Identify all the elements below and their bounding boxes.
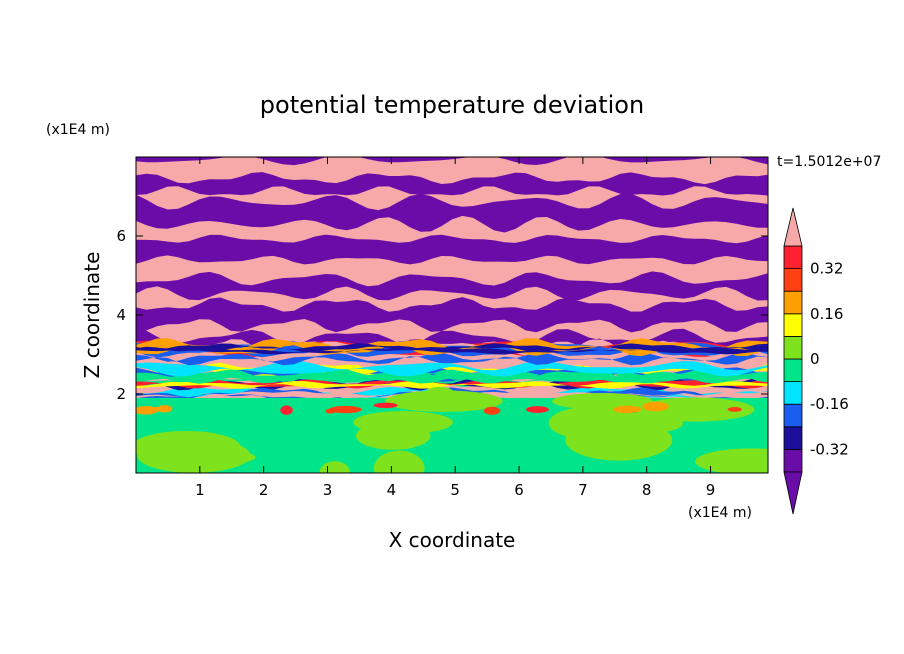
y-axis-label: Z coordinate [80,252,104,379]
colorbar-label: -0.32 [810,440,849,458]
mixed-layer-14 [136,371,768,384]
light-green-patch-15 [552,393,653,410]
colorbar-segment [783,358,803,383]
x-tick-label: 2 [259,481,269,499]
y-axis-ticks: 2 4 6 [116,227,768,403]
warm-spot-3 [373,402,398,409]
x-tick-label: 8 [642,481,652,499]
mixed-layer-10 [136,380,768,389]
light-green-patch-1 [373,450,425,473]
light-green-patch-11 [548,406,636,440]
warm-spot-9 [328,405,362,414]
colorbar-label: -0.16 [810,395,849,413]
light-green-patch-10 [355,421,431,450]
x-tick-label: 7 [578,481,588,499]
x-axis-label: X coordinate [389,528,516,552]
purple-layer-3 [136,234,768,265]
colorbar-label: 0.32 [810,260,843,278]
x-tick-label: 4 [387,481,397,499]
colorbar-segment [783,381,803,405]
colorbar-min-arrow [783,471,803,515]
heatmap-field [136,157,768,473]
x-axis-ticks: 1 2 3 4 5 6 7 8 9 [195,157,715,499]
warm-spot-10 [613,405,642,414]
light-green-patch-14 [136,430,241,464]
colorbar-segment [783,403,803,428]
purple-layer-5 [136,172,768,196]
light-green-patch-13 [384,390,503,412]
warm-spot-11 [156,404,173,413]
x-tick-label: 5 [450,481,460,499]
mixed-layer-17 [136,360,768,377]
warm-spot-7 [727,407,742,412]
light-green-patch-2 [695,448,768,473]
colorbar-segment [783,245,803,270]
colorbar-segment [783,448,803,473]
colorbar-max-arrow [783,207,803,247]
purple-layer-1 [136,297,768,333]
y-tick-label: 2 [116,385,126,403]
warm-spot-1 [526,406,549,413]
x-unit-label: (x1E4 m) [688,505,752,521]
colorbar-segment [783,268,803,292]
purple-layer-0 [136,328,768,355]
warm-spot-8 [136,406,159,415]
warm-spot-0 [280,405,293,415]
colorbar-label: 0 [810,350,820,368]
colorbar: 0.32 0.16 0 -0.16 -0.32 [783,207,849,515]
purple-layer-6 [136,157,768,166]
colorbar-segment [783,313,803,337]
x-tick-label: 6 [514,481,524,499]
x-tick-label: 3 [323,481,333,499]
colorbar-segment [783,426,803,450]
time-label: t=1.5012e+07 [777,154,881,170]
x-tick-label: 9 [706,481,716,499]
colorbar-label: 0.16 [810,305,843,323]
colorbar-segment [783,290,803,315]
purple-layer-2 [136,271,768,301]
mixed-layer-21 [136,343,768,353]
mixed-layer-19 [136,338,768,357]
mixed-layer-20 [136,347,768,355]
purple-layer-4 [136,193,768,233]
warm-spot-2 [483,406,501,415]
y-tick-label: 4 [116,306,126,324]
y-tick-label: 6 [116,227,126,245]
chart-title: potential temperature deviation [260,91,644,119]
mixed-layer-18 [136,352,768,366]
colorbar-segment [783,335,803,360]
y-unit-label: (x1E4 m) [46,122,110,138]
x-tick-label: 1 [195,481,205,499]
warm-spot-4 [642,401,669,412]
